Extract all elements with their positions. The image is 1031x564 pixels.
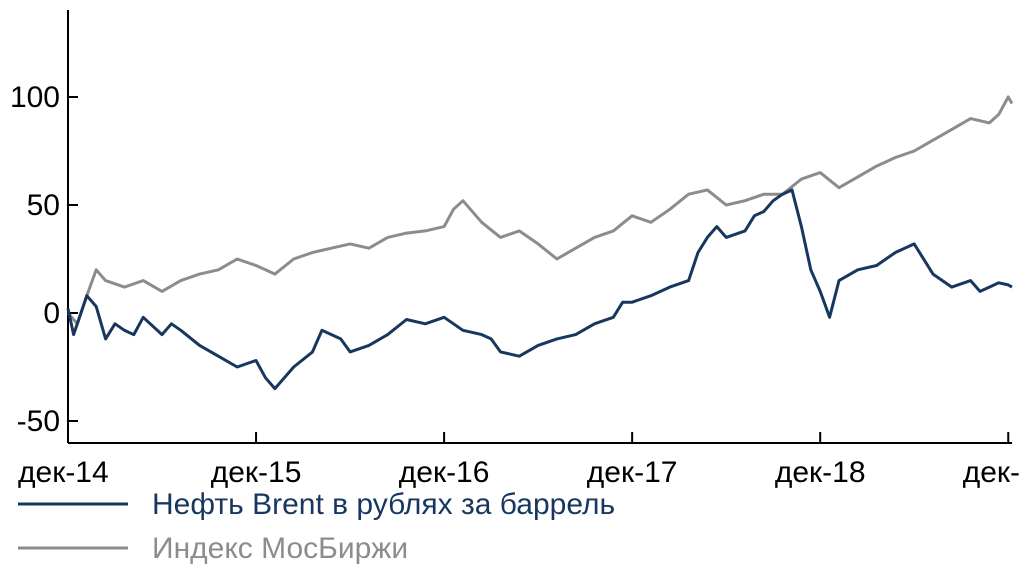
x-axis-ticks: дек-14 дек-15 дек-16 дек-17 дек-18 дек-	[18, 432, 1020, 489]
series-line-brent	[66, 188, 1013, 391]
x-tick-label: дек-15	[211, 456, 302, 489]
legend: Нефть Brent в рублях за баррель Индекс М…	[18, 488, 615, 564]
series-layer	[66, 95, 1014, 391]
x-tick-label: дек-	[963, 456, 1020, 489]
x-tick-label: дек-18	[775, 456, 866, 489]
x-tick-label: дек-14	[18, 456, 109, 489]
legend-label-brent: Нефть Brent в рублях за баррель	[152, 488, 615, 521]
series-line-moex	[66, 95, 1014, 326]
y-tick-label: -50	[17, 405, 60, 438]
y-tick-label: 0	[43, 297, 60, 330]
y-axis-ticks: -50 0 50 100	[10, 81, 78, 438]
x-tick-label: дек-17	[587, 456, 678, 489]
y-tick-label: 100	[10, 81, 60, 114]
x-tick-label: дек-16	[399, 456, 490, 489]
y-tick-label: 50	[27, 189, 60, 222]
legend-label-moex: Индекс МосБиржи	[152, 532, 408, 564]
